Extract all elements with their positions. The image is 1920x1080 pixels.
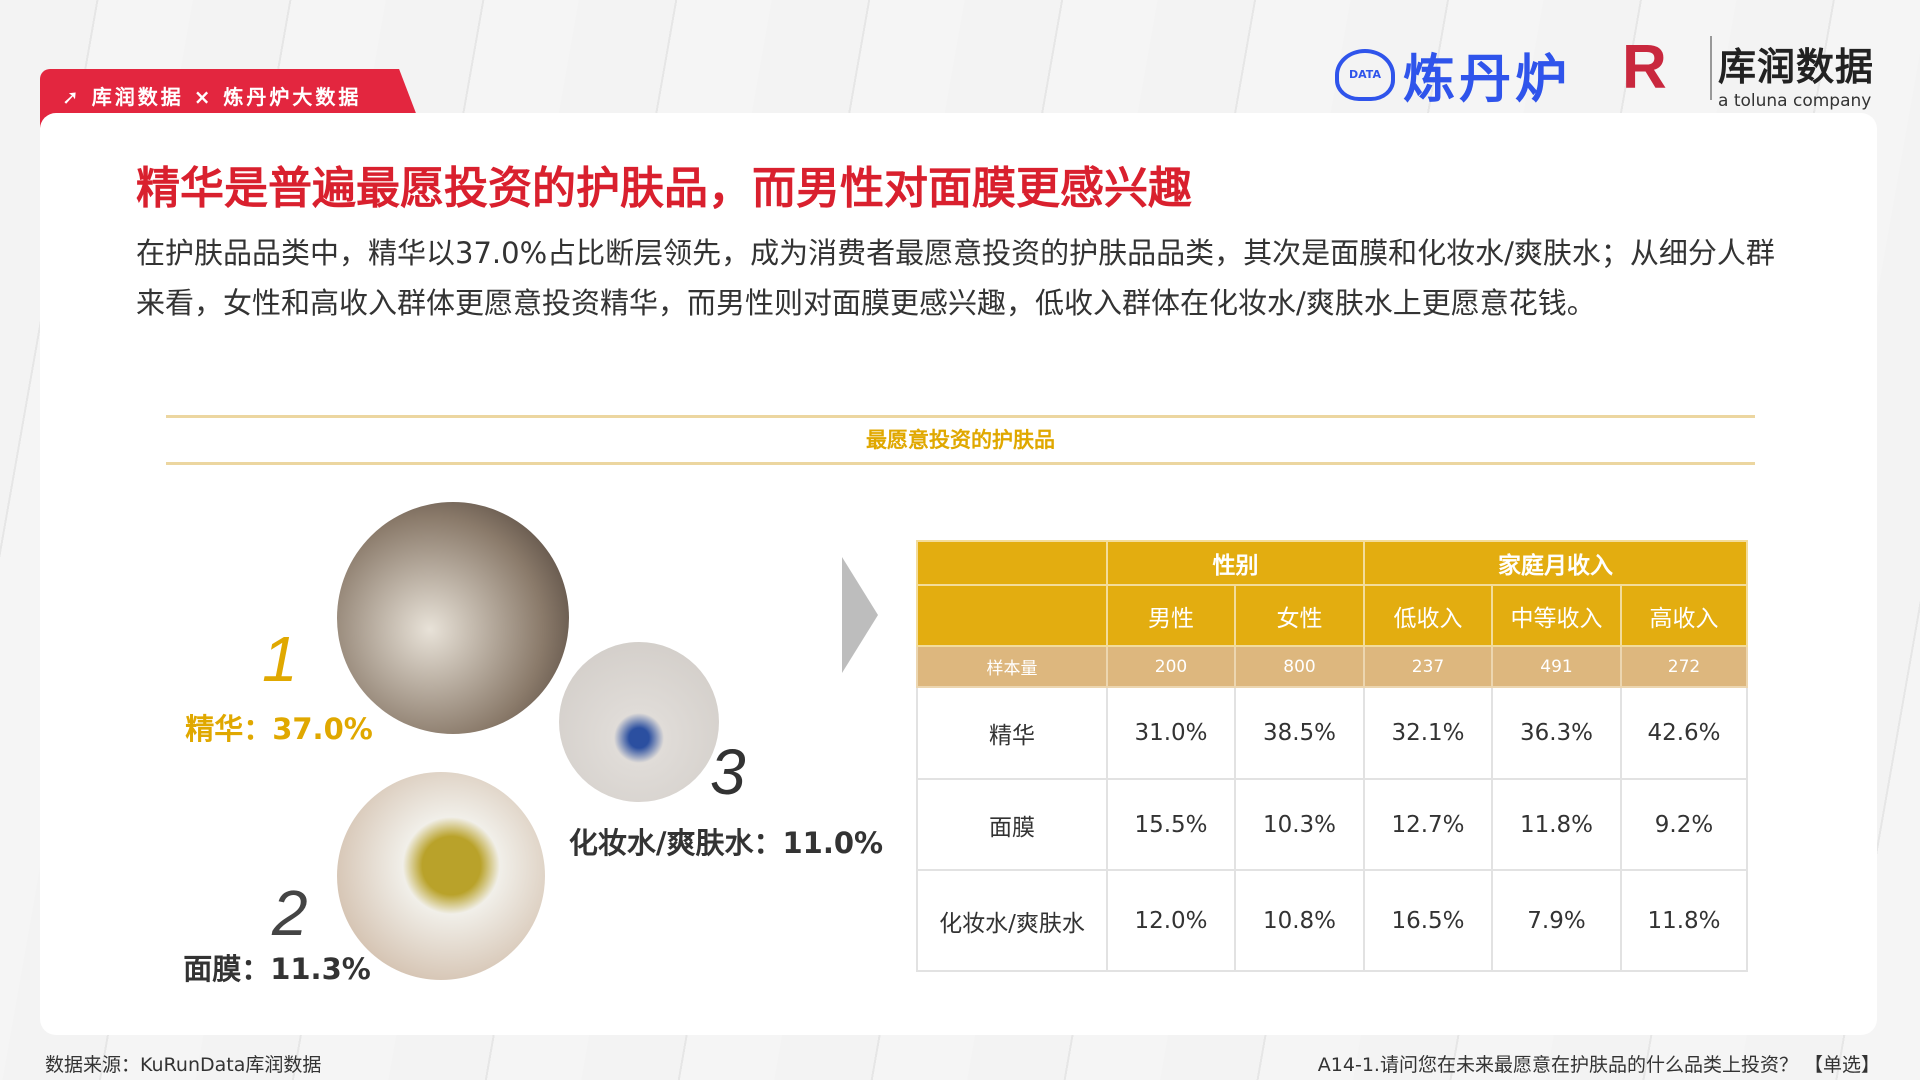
arrow-icon: ➚: [62, 85, 92, 109]
summary-paragraph: 在护肤品品类中，精华以37.0%占比断层领先，成为消费者最愿意投资的护肤品品类，…: [136, 236, 1775, 320]
section-title: 最愿意投资的护肤品: [166, 415, 1755, 465]
cauldron-icon: DATA: [1335, 48, 1395, 101]
data-source: 数据来源：KuRunData库润数据: [45, 1054, 322, 1076]
column-header: 低收入: [1363, 584, 1493, 647]
rank-2-label: 面膜：11.3%: [183, 952, 371, 986]
logo-text: 炼丹炉: [1403, 50, 1572, 110]
serum-image: [337, 502, 569, 734]
rank-2: 2: [272, 877, 308, 949]
rank-3: 3: [710, 736, 746, 808]
table-row: 精华 31.0% 38.5% 32.1% 36.3% 42.6%: [916, 686, 1748, 780]
column-header: 中等收入: [1491, 584, 1622, 647]
table-row: 面膜 15.5% 10.3% 12.7% 11.8% 9.2%: [916, 778, 1748, 871]
column-header: 男性: [1106, 584, 1236, 647]
kurun-r-icon: R: [1622, 33, 1667, 102]
column-header: 高收入: [1620, 584, 1748, 647]
investment-table: 性别 家庭月收入 男性 女性 低收入 中等收入 高收入 样本量 200 800 237…: [916, 540, 1748, 972]
group-header: 性别: [1106, 540, 1365, 586]
liandanlu-logo: DATA 炼丹炉: [1335, 37, 1571, 112]
sample-row: 样本量 200 800 237 491 272: [916, 645, 1748, 688]
table-row: 化妆水/爽肤水 12.0% 10.8% 16.5% 7.9% 11.8%: [916, 869, 1748, 972]
tab-label: 库润数据 × 炼丹炉大数据: [91, 85, 362, 109]
question-note: A14-1.请问您在未来最愿意在护肤品的什么品类上投资？ 【单选】: [1317, 1054, 1880, 1076]
group-header: 家庭月收入: [1363, 540, 1748, 586]
mask-image: [337, 772, 545, 980]
rank-1-label: 精华：37.0%: [185, 712, 373, 746]
column-header: 女性: [1234, 584, 1365, 647]
rank-1: 1: [262, 623, 298, 695]
toner-image: [559, 642, 719, 802]
kurun-logo: 库润数据 a toluna company: [1718, 45, 1875, 111]
rank-3-label: 化妆水/爽肤水：11.0%: [568, 826, 884, 860]
page-title: 精华是普遍最愿投资的护肤品，而男性对面膜更感兴趣: [136, 163, 1192, 214]
